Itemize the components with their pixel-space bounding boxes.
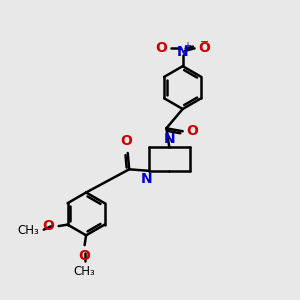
Text: O: O — [199, 41, 211, 56]
Text: N: N — [164, 131, 176, 146]
Text: N: N — [177, 45, 188, 58]
Text: O: O — [43, 219, 55, 233]
Text: O: O — [186, 124, 198, 138]
Text: −: − — [200, 38, 209, 47]
Text: O: O — [120, 134, 132, 148]
Text: +: + — [183, 41, 191, 51]
Text: CH₃: CH₃ — [18, 224, 39, 237]
Text: CH₃: CH₃ — [74, 265, 95, 278]
Text: O: O — [155, 41, 167, 56]
Text: O: O — [79, 249, 91, 263]
Text: N: N — [141, 172, 153, 186]
